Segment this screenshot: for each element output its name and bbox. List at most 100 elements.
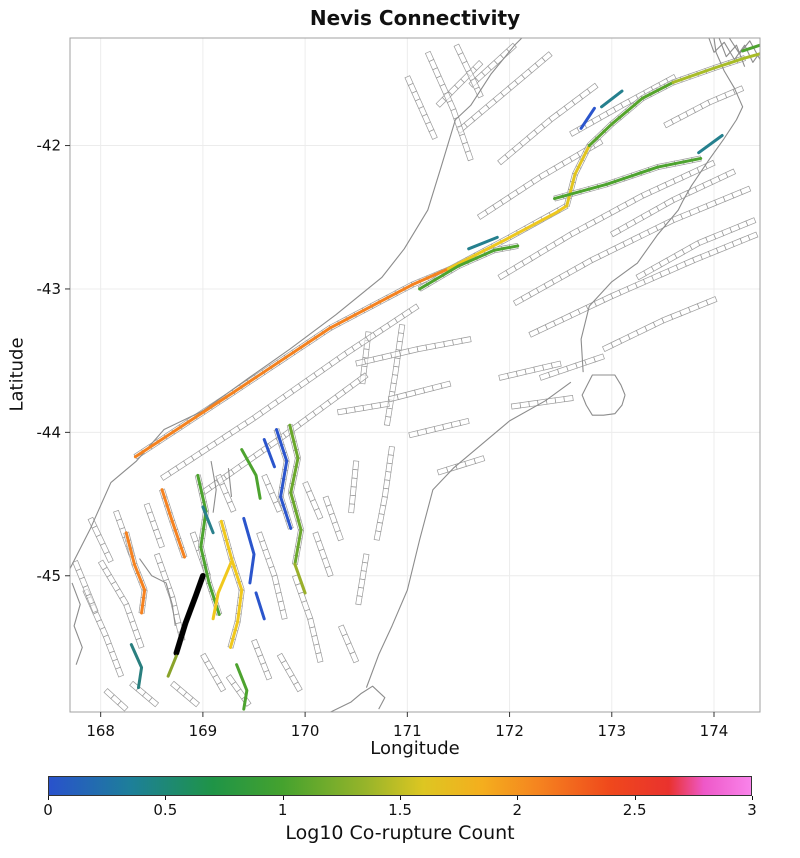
map-canvas: 168 169 170 171 172 173 174 -42 -43 -44 -45 [37,37,761,740]
fault-trace-otago-blue-east [274,427,293,530]
fault-patch [356,372,369,384]
fault-patch [542,362,553,371]
fault-trace-teal-southwest [129,643,144,690]
fault-patch [396,391,408,401]
fault-patch [433,424,445,433]
fault-patch [383,479,391,490]
fault-patch [385,462,393,473]
fault-patch [350,477,358,488]
fault-trace-otago-blue-small [254,591,266,621]
fault-patch [349,486,357,497]
fault-patch [550,360,562,369]
colorbar-tick-label: 1 [277,801,288,819]
fault-patch [115,666,124,678]
fault-trace-awatere-north [671,52,760,84]
x-tick-label: 174 [700,722,729,740]
fault-patch [273,583,282,594]
fault-patch [705,296,718,306]
fault-patch [362,348,370,359]
fault-patch [593,353,605,363]
fault-patch [408,430,419,439]
fault-patch [563,394,574,403]
fault-patch [351,469,359,479]
y-tick-label: -43 [37,280,62,298]
fault-patch [519,401,530,409]
fault-patch [422,385,434,394]
fault-patch [440,380,452,389]
fault-trace-otago-teal-small [201,505,215,535]
fault-patch [452,337,463,346]
fault-patch [277,600,286,612]
fault-patch [293,681,303,693]
fault-patch [745,217,757,227]
fault-patch [148,696,160,708]
fault-trace-otago-green-top [240,448,262,500]
fault-patch [348,494,356,505]
colorbar-tick-mark [400,796,401,800]
fault-patch [307,617,316,629]
fault-patch [379,400,390,409]
fault-patch [345,406,356,414]
fault-trace-otago-yellow-main [219,519,244,649]
chart-title: Nevis Connectivity [309,6,521,30]
fault-patch [135,637,145,649]
coastline [728,38,760,60]
fault-patch [324,565,334,578]
fault-patch [279,609,288,620]
coastline [210,460,217,513]
fault-trace-alpine-fault [133,267,450,459]
colorbar-tick-label: 1.5 [388,801,412,819]
fault-patch [445,463,458,473]
coastline [580,38,744,373]
fault-patch [739,185,752,195]
fault-patch [216,681,227,693]
corupture-traces [124,43,760,711]
x-axis-label: Longitude [370,738,460,759]
fault-patch [533,364,545,373]
fault-patch [378,504,387,515]
background-fault-network [72,42,759,712]
y-tick-label: -45 [37,567,62,585]
fault-patch [156,537,165,549]
fault-patch [464,458,477,467]
fault-patch [373,530,382,541]
fault-patch [226,500,237,513]
colorbar-tick-label: 0 [43,801,53,819]
fault-patch [434,341,446,349]
fault-patch [385,407,393,418]
fault-patch [362,553,370,564]
fault-patch [387,445,395,456]
fault-patch [443,339,454,348]
fault-patch [431,382,443,392]
fault-patch [416,344,428,353]
colorbar-tick-label: 0.5 [153,801,178,819]
fault-patch [349,651,360,664]
colorbar-tick-mark [634,796,636,800]
fault-patch [498,372,510,381]
fault-patch [524,366,536,375]
fault-trace-junction-green [418,244,520,291]
fault-patch [313,507,324,520]
fault-trace-clarence-teal [697,134,724,155]
fault-patch [381,487,390,498]
fault-patch [315,652,324,663]
fault-trace-hope-fault [553,156,703,201]
fault-trace-otago-green-east [288,423,303,566]
fault-trace-topright-green [741,43,760,53]
colorbar-gradient [48,776,752,796]
x-tick-label: 171 [393,722,422,740]
colorbar-tick-mark [48,796,49,800]
x-tick-label: 168 [86,722,115,740]
fault-patch [375,521,383,533]
fault-patch [395,340,403,351]
fault-patch [725,168,737,178]
colorbar-tick-mark [165,796,167,800]
fault-patch [473,455,486,464]
fault-patch [117,700,129,712]
fault-patch [390,374,399,385]
fault-patch [272,500,283,513]
fault-patch [362,403,373,411]
coastline [581,374,626,416]
fault-trace-nevis-highlight [173,573,206,656]
